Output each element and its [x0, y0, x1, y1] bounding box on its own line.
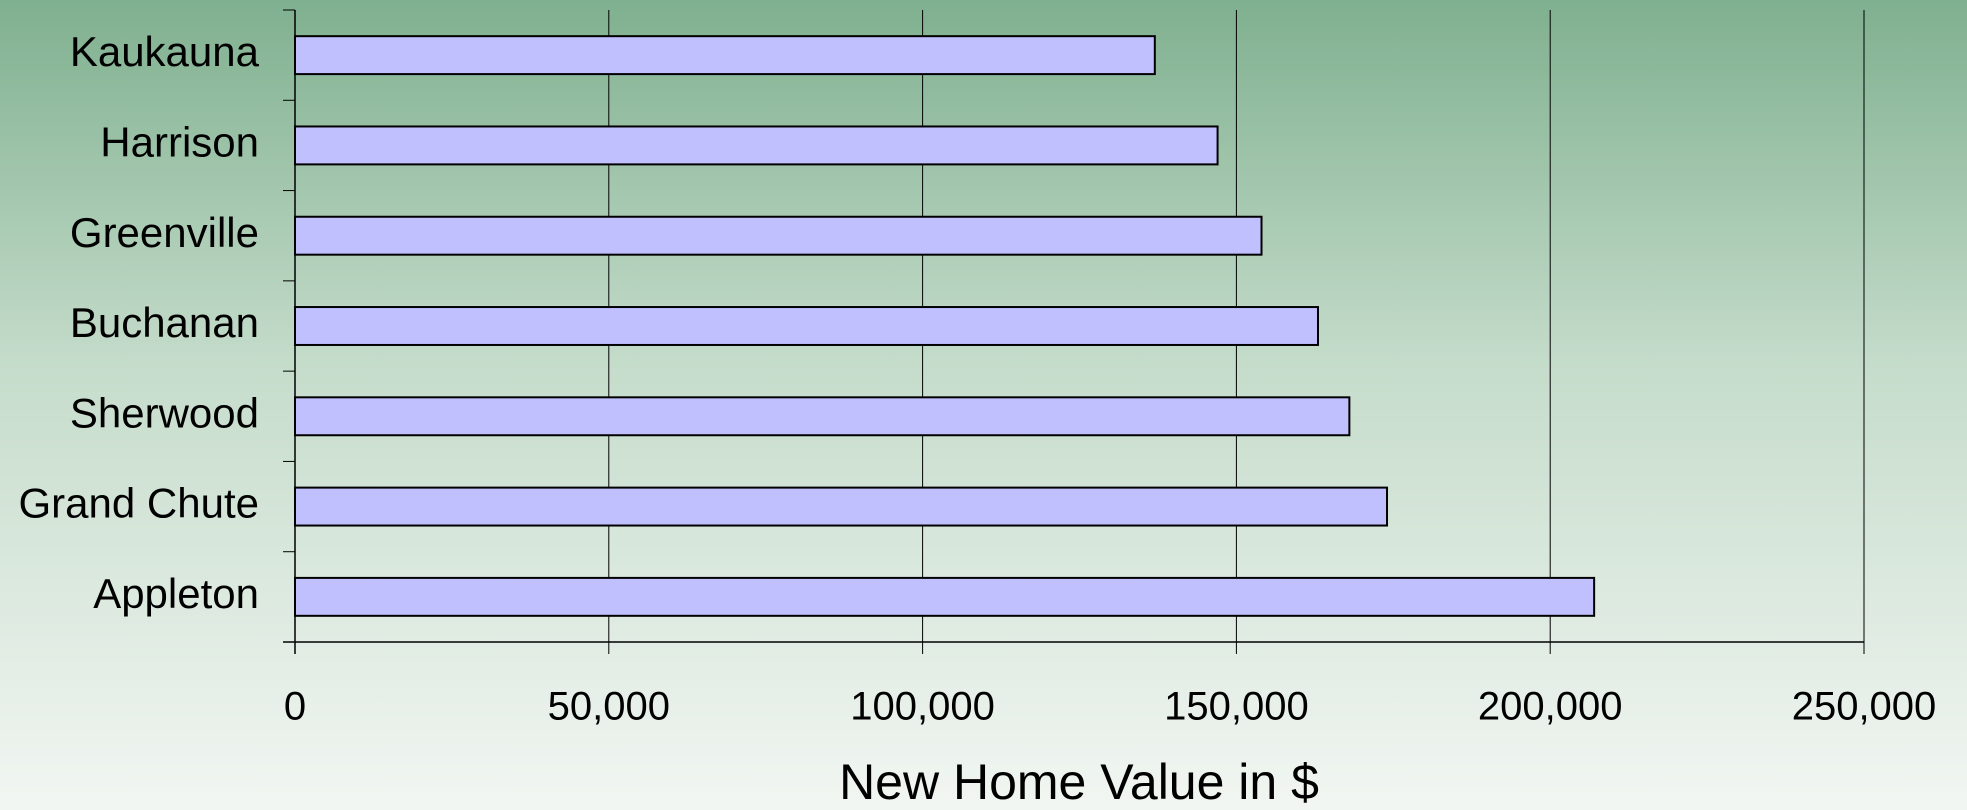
y-tick-label: Sherwood [70, 389, 259, 436]
bar [294, 396, 1351, 437]
y-tick-label: Greenville [70, 209, 259, 256]
bar [294, 35, 1156, 76]
x-tick-label: 100,000 [850, 685, 995, 729]
bar [294, 125, 1219, 166]
bar [294, 306, 1319, 346]
x-axis-title: New Home Value in $ [839, 754, 1319, 810]
x-tick-label: 200,000 [1478, 685, 1623, 729]
y-tick-label: Harrison [100, 119, 259, 166]
x-tick-label: 150,000 [1164, 685, 1309, 729]
y-tick-label: Grand Chute [19, 480, 259, 527]
bar [294, 215, 1263, 256]
x-tick-label: 50,000 [548, 685, 670, 729]
y-tick-label: Appleton [93, 570, 259, 617]
x-tick-label: 0 [284, 685, 306, 729]
bar [294, 486, 1389, 527]
y-tick-label: Kaukauna [70, 28, 260, 75]
y-tick-label: Buchanan [70, 299, 259, 346]
bar [294, 576, 1596, 617]
x-tick-label: 250,000 [1792, 685, 1937, 729]
